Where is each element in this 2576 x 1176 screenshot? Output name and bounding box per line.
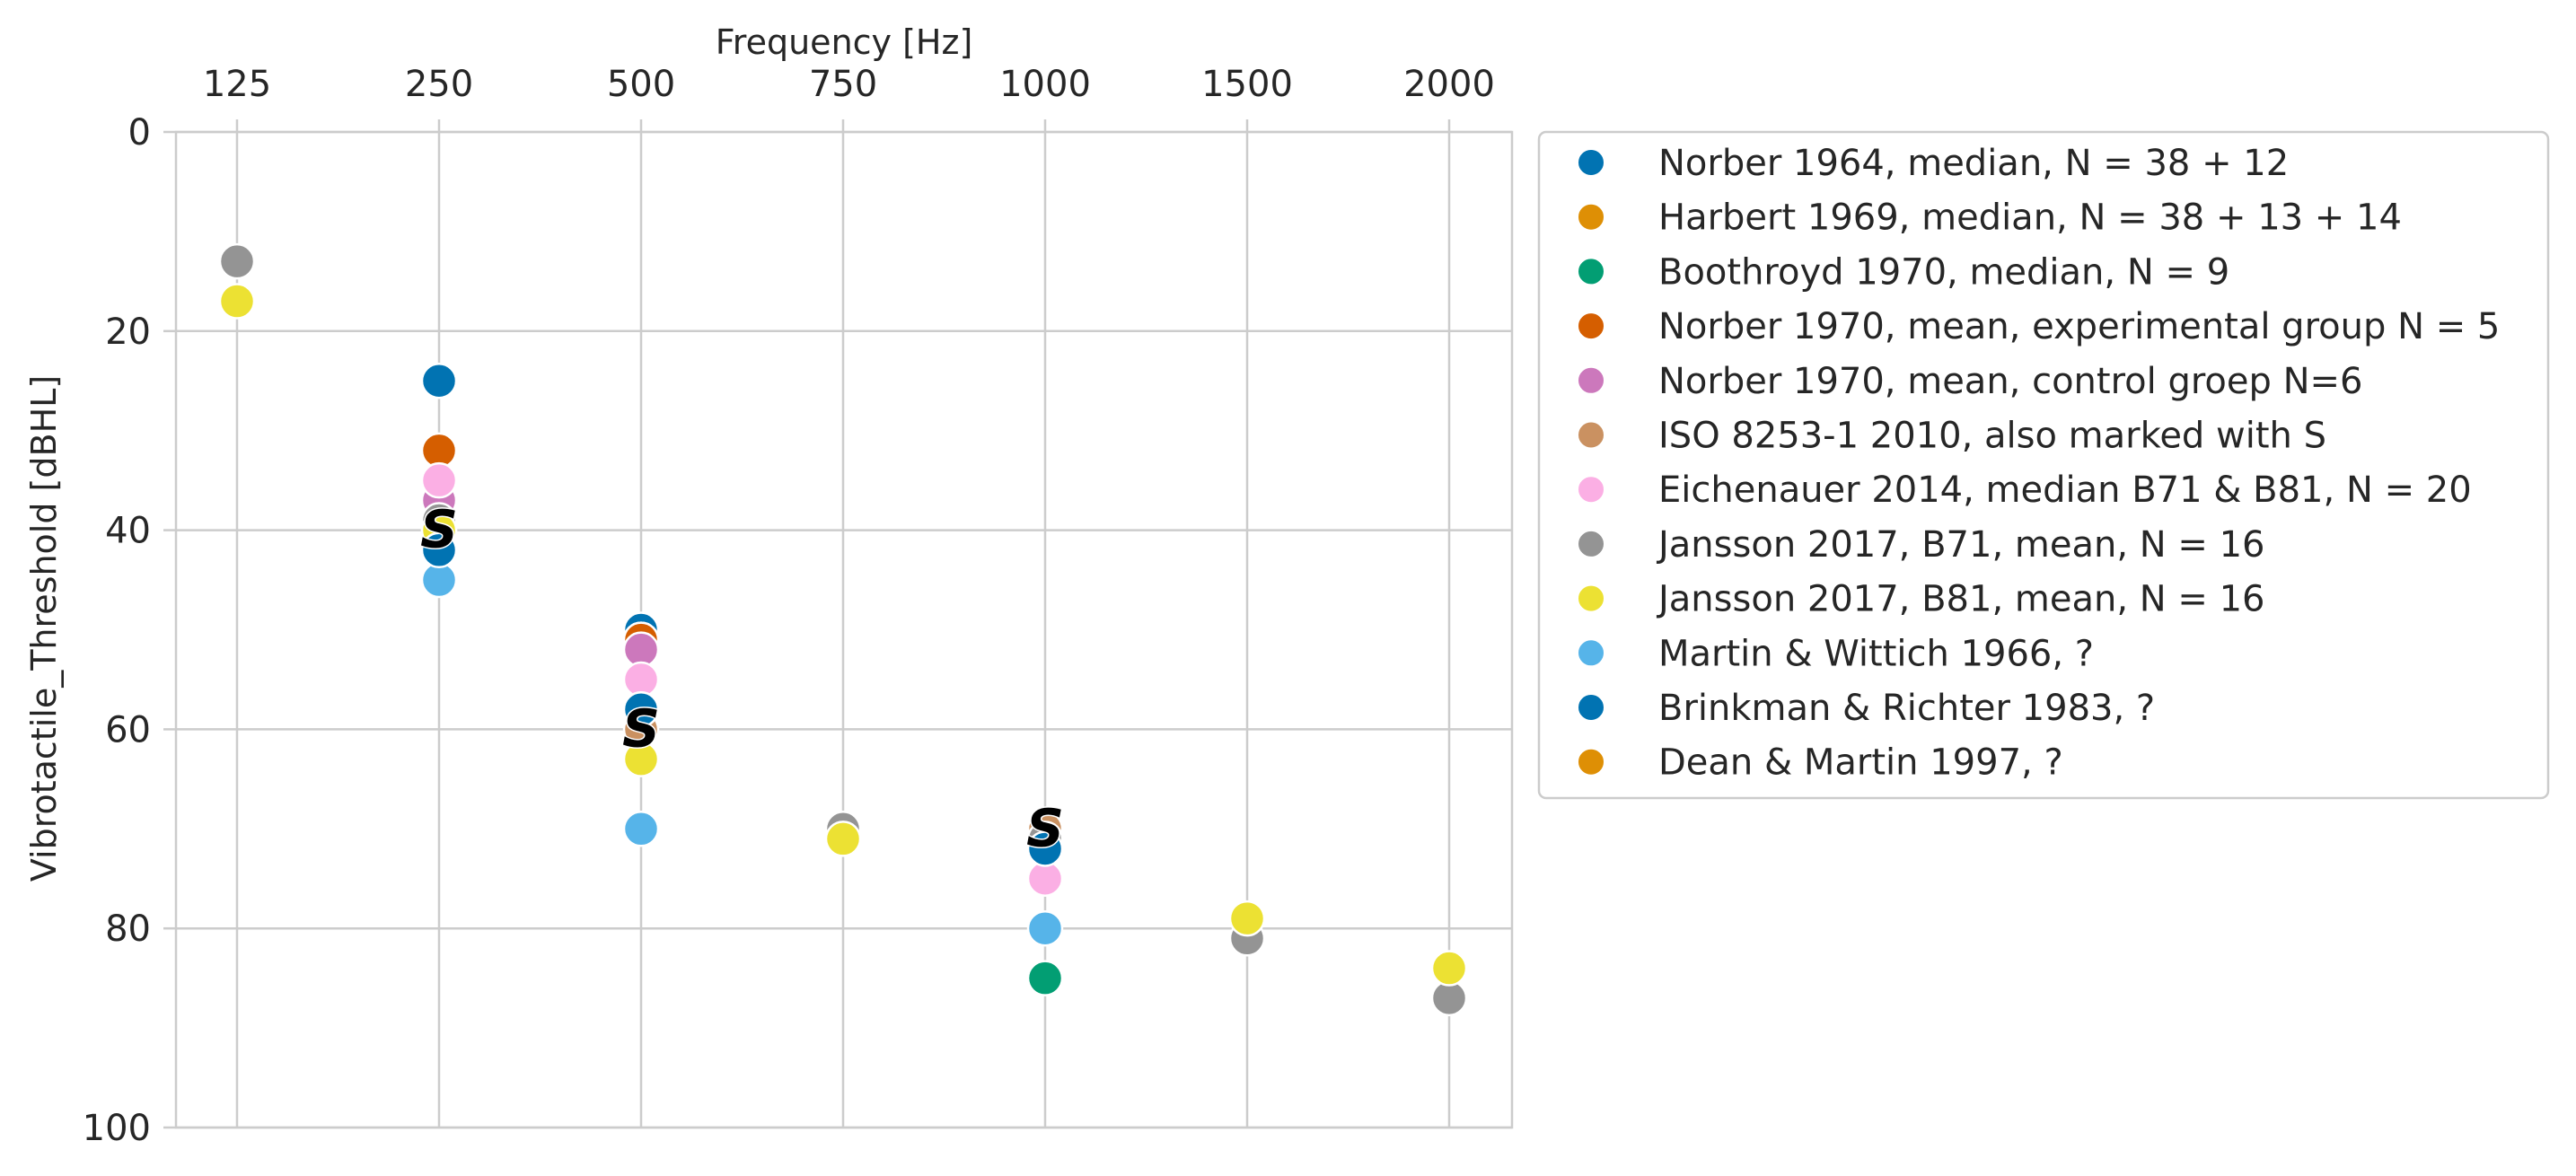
legend-entry: Dean & Martin 1997, ? xyxy=(1658,742,2063,784)
data-point xyxy=(1026,909,1064,947)
x-tick-label: 500 xyxy=(607,64,675,105)
x-tick-label: 1500 xyxy=(1201,64,1293,105)
x-axis-label: Frequency [Hz] xyxy=(716,22,973,62)
legend-entry: Boothroyd 1970, median, N = 9 xyxy=(1658,251,2229,293)
legend-entry: Jansson 2017, B71, mean, N = 16 xyxy=(1656,524,2265,566)
legend-entry: Harbert 1969, median, N = 38 + 13 + 14 xyxy=(1658,197,2402,239)
y-axis-label: Vibrotactile_Threshold [dBHL] xyxy=(24,375,64,882)
legend-entry: Norber 1970, mean, control groep N=6 xyxy=(1658,361,2363,402)
x-tick-label: 125 xyxy=(203,64,271,105)
y-tick-label: 80 xyxy=(105,908,151,950)
legend-entry: Norber 1964, median, N = 38 + 12 xyxy=(1658,143,2289,184)
x-tick-label: 750 xyxy=(809,64,877,105)
legend-entry: Eichenauer 2014, median B71 & B81, N = 2… xyxy=(1658,470,2472,511)
legend-swatch xyxy=(1577,420,1605,450)
legend-swatch xyxy=(1577,148,1605,177)
legend-swatch xyxy=(1577,312,1605,341)
legend-swatch xyxy=(1577,529,1605,558)
data-point xyxy=(824,821,862,857)
iso-s-marker: S xyxy=(420,499,458,560)
legend-entry: ISO 8253-1 2010, also marked with S xyxy=(1658,416,2326,457)
legend-entry: Brinkman & Richter 1983, ? xyxy=(1658,688,2155,729)
legend-swatch xyxy=(1577,202,1605,232)
legend-entry: Norber 1970, mean, experimental group N … xyxy=(1658,306,2500,347)
y-tick-label: 60 xyxy=(105,709,151,750)
legend-box xyxy=(1537,130,2550,800)
data-point xyxy=(420,363,458,399)
data-point xyxy=(420,531,458,569)
legend-swatch xyxy=(1577,638,1605,668)
data-point xyxy=(1026,960,1064,996)
legend-swatch xyxy=(1577,747,1605,777)
data-point xyxy=(622,741,660,777)
legend-entry: Martin & Wittich 1966, ? xyxy=(1658,633,2094,674)
data-point xyxy=(1430,950,1468,987)
data-point xyxy=(1026,830,1064,867)
legend-swatch xyxy=(1577,693,1605,722)
gridlines xyxy=(176,130,1512,1129)
y-tick-label: 40 xyxy=(105,511,151,552)
y-tick-label: 100 xyxy=(83,1108,151,1149)
legend-swatch xyxy=(1577,365,1605,395)
y-tick-label: 20 xyxy=(105,312,151,353)
s-annotations: S S S xyxy=(419,497,1066,860)
legend-entry: Jansson 2017, B81, mean, N = 16 xyxy=(1656,579,2265,620)
iso-s-marker: S xyxy=(622,698,660,759)
y-tick-label: 0 xyxy=(128,112,151,154)
legend-swatch xyxy=(1577,475,1605,505)
x-tick-label: 250 xyxy=(405,64,473,105)
x-tick-label: 1000 xyxy=(999,64,1091,105)
y-axis-ticks: 0 20 40 60 80 100 xyxy=(83,112,176,1149)
legend: Norber 1964, median, N = 38 + 12 Harbert … xyxy=(1537,130,2550,800)
iso-s-marker: S xyxy=(1026,797,1064,858)
data-point xyxy=(1228,900,1266,937)
data-point xyxy=(622,690,660,728)
legend-swatch xyxy=(1577,257,1605,286)
data-points xyxy=(218,242,1468,1017)
x-tick-label: 2000 xyxy=(1403,64,1495,105)
data-point xyxy=(218,283,256,320)
data-point xyxy=(218,242,256,280)
x-axis-ticks: 125 250 500 750 1000 1500 2000 xyxy=(203,64,1495,132)
legend-swatch xyxy=(1577,584,1605,613)
data-point xyxy=(420,461,458,499)
data-point xyxy=(622,811,660,847)
